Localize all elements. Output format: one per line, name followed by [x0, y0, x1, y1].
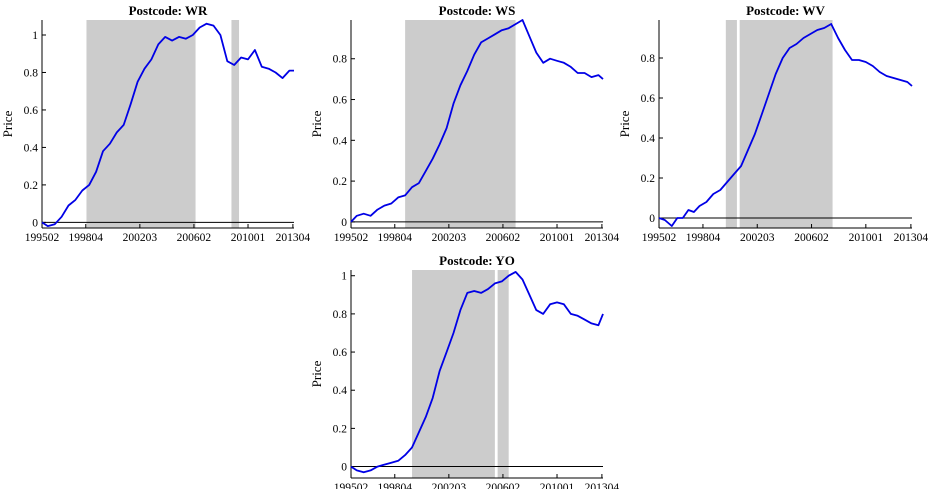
- y-axis-label: Price: [0, 110, 15, 137]
- x-tick-label: 201001: [231, 232, 266, 244]
- shaded-period-0: [405, 20, 516, 228]
- shaded-period-0: [86, 20, 196, 228]
- y-tick-label: 1: [32, 30, 38, 42]
- x-tick-label: 199502: [25, 232, 60, 244]
- x-tick-label: 199502: [334, 482, 369, 489]
- chart-title: Postcode: YO: [439, 253, 515, 268]
- chart-panel-2: 0 0.2 0.4 0.6 0.8 199502 199804 200203 200602 201…: [617, 3, 928, 244]
- series-line-0: [658, 23, 913, 227]
- y-tick-label: 0.6: [24, 105, 39, 117]
- y-tick-label: 0.6: [333, 95, 348, 107]
- shaded-period-0: [725, 20, 737, 228]
- x-tick-label: 200602: [486, 482, 521, 489]
- x-tick-label: 200602: [486, 232, 521, 244]
- chart-panel-1: 0 0.2 0.4 0.6 0.8 199502 199804 200203 200602 201…: [309, 3, 619, 244]
- chart-panel-3: 0 0.2 0.4 0.6 0.8 1 199502 199804 200203 200602 20…: [309, 253, 619, 489]
- y-tick-label: 0.2: [641, 173, 656, 185]
- series-line-0: [350, 19, 604, 223]
- y-tick-label: 1: [341, 271, 347, 283]
- y-tick-label: 0: [341, 462, 347, 474]
- y-tick-label: 0.4: [24, 142, 39, 154]
- y-tick-label: 0.8: [24, 67, 39, 79]
- y-tick-label: 0.2: [333, 423, 348, 435]
- y-tick-label: 0.4: [333, 385, 348, 397]
- x-tick-label: 199502: [642, 232, 677, 244]
- x-tick-label: 201304: [585, 482, 620, 489]
- x-tick-label: 199804: [378, 232, 413, 244]
- chart-panel-0: 0 0.2 0.4 0.6 0.8 1 199502 199804 200203 200602 20…: [0, 3, 310, 244]
- x-tick-label: 201304: [585, 232, 620, 244]
- shaded-period-1: [231, 20, 240, 228]
- series-line-0: [41, 22, 294, 228]
- x-tick-label: 199804: [69, 232, 104, 244]
- y-axis-label: Price: [617, 110, 632, 137]
- y-tick-label: 0: [32, 217, 38, 229]
- y-tick-label: 0.6: [333, 347, 348, 359]
- chart-title: Postcode: WR: [129, 3, 208, 18]
- chart-title: Postcode: WS: [439, 3, 516, 18]
- y-tick-label: 0.2: [24, 180, 39, 192]
- x-tick-label: 201001: [849, 232, 884, 244]
- y-tick-label: 0: [341, 217, 347, 229]
- y-axis-label: Price: [309, 110, 324, 137]
- x-tick-label: 199502: [334, 232, 369, 244]
- y-axis-label: Price: [309, 360, 324, 387]
- y-tick-label: 0.8: [333, 309, 348, 321]
- x-tick-label: 200203: [432, 482, 467, 489]
- y-tick-label: 0: [649, 213, 655, 225]
- y-tick-label: 0.4: [333, 135, 348, 147]
- x-tick-label: 200203: [123, 232, 158, 244]
- x-tick-label: 199804: [686, 232, 721, 244]
- y-tick-label: 0.8: [641, 53, 656, 65]
- shaded-period-1: [497, 270, 509, 478]
- shaded-period-0: [412, 270, 495, 478]
- x-tick-label: 200602: [177, 232, 212, 244]
- x-tick-label: 201001: [540, 232, 575, 244]
- x-tick-label: 201001: [540, 482, 575, 489]
- shaded-period-1: [739, 20, 833, 228]
- y-tick-label: 0.6: [641, 93, 656, 105]
- chart-title: Postcode: WV: [746, 3, 825, 18]
- x-tick-label: 201304: [276, 232, 311, 244]
- y-tick-label: 0.2: [333, 176, 348, 188]
- series-line-0: [350, 270, 604, 474]
- x-tick-label: 201304: [894, 232, 929, 244]
- x-tick-label: 200203: [740, 232, 775, 244]
- y-tick-label: 0.8: [333, 54, 348, 66]
- x-tick-label: 200602: [794, 232, 829, 244]
- x-tick-label: 199804: [378, 482, 413, 489]
- y-tick-label: 0.4: [641, 133, 656, 145]
- x-tick-label: 200203: [432, 232, 467, 244]
